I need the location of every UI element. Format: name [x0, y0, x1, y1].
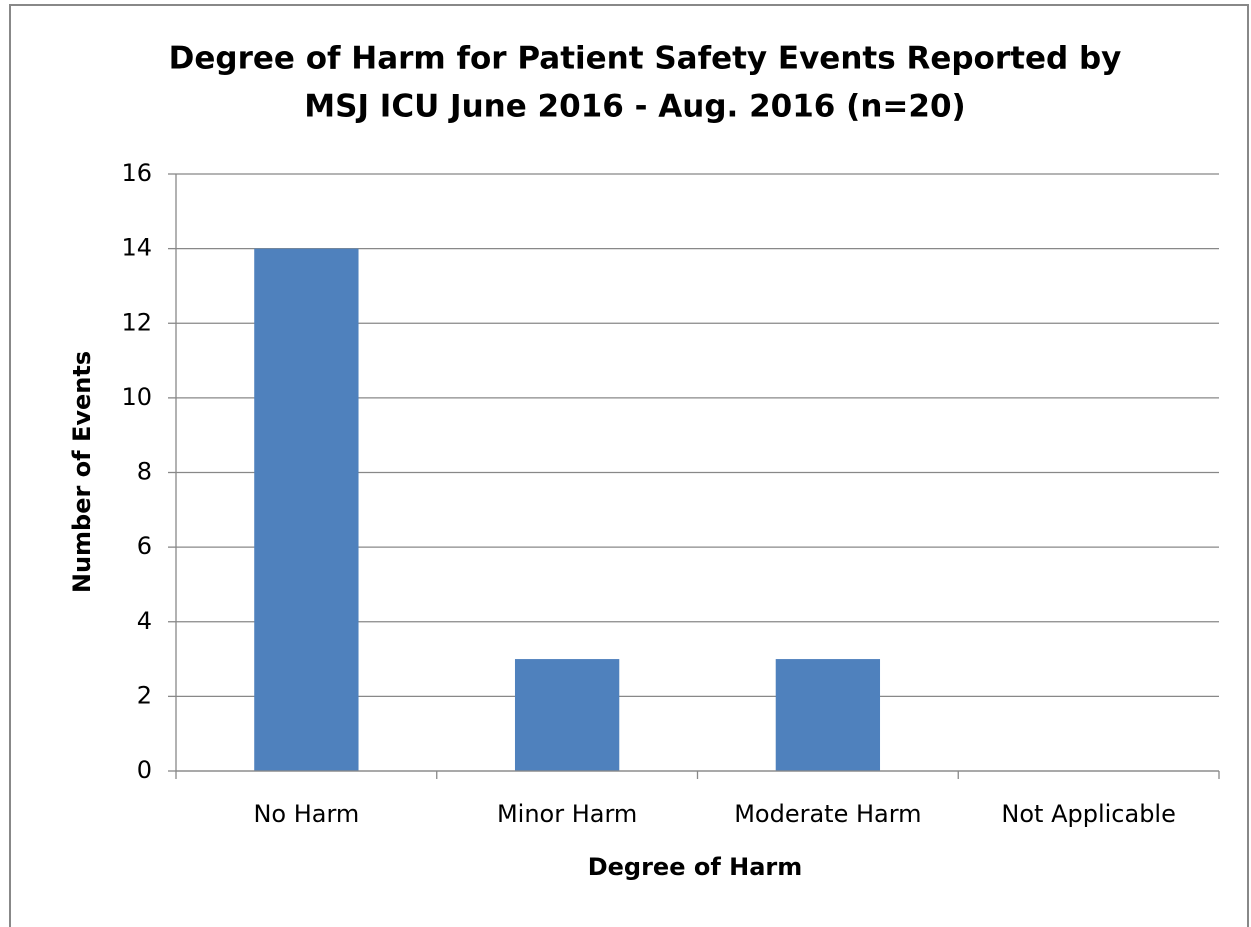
x-tick-label: Not Applicable: [1001, 800, 1175, 828]
x-tick-label: Minor Harm: [497, 800, 637, 828]
bar: [254, 248, 359, 771]
y-tick-label: 12: [121, 308, 152, 336]
x-tick-label: Moderate Harm: [734, 800, 921, 828]
y-tick-label: 14: [121, 234, 152, 262]
x-axis-title: Degree of Harm: [588, 853, 803, 881]
y-tick-label: 8: [137, 458, 152, 486]
y-tick-label: 6: [137, 532, 152, 560]
bar: [775, 659, 881, 771]
y-tick-label: 16: [121, 159, 152, 187]
y-tick-label: 2: [137, 681, 152, 709]
bar: [514, 659, 620, 771]
chart-title: Degree of Harm for Patient Safety Events…: [169, 41, 1122, 77]
y-tick-label: 10: [121, 383, 152, 411]
y-tick-label: 4: [137, 607, 152, 635]
y-axis-title: Number of Events: [68, 351, 96, 593]
chart-title: MSJ ICU June 2016 - Aug. 2016 (n=20): [304, 89, 965, 125]
chart-border: [9, 4, 1249, 927]
y-tick-label: 0: [137, 756, 152, 784]
x-tick-label: No Harm: [253, 800, 359, 828]
